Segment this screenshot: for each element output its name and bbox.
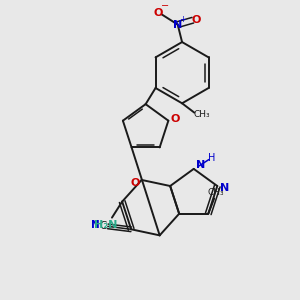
Text: −: − bbox=[160, 1, 169, 11]
Text: CH₃: CH₃ bbox=[193, 110, 210, 118]
Text: O: O bbox=[170, 114, 179, 124]
Text: O: O bbox=[192, 15, 201, 25]
Text: H: H bbox=[208, 153, 215, 163]
Text: N: N bbox=[220, 183, 229, 193]
Text: H₂N: H₂N bbox=[94, 220, 118, 230]
Text: C: C bbox=[99, 221, 106, 231]
Text: O: O bbox=[154, 8, 163, 18]
Text: O: O bbox=[130, 178, 140, 188]
Text: N: N bbox=[173, 20, 182, 30]
Text: +: + bbox=[179, 15, 186, 24]
Text: CH₃: CH₃ bbox=[207, 188, 224, 196]
Text: N: N bbox=[196, 160, 206, 170]
Text: N: N bbox=[91, 220, 100, 230]
